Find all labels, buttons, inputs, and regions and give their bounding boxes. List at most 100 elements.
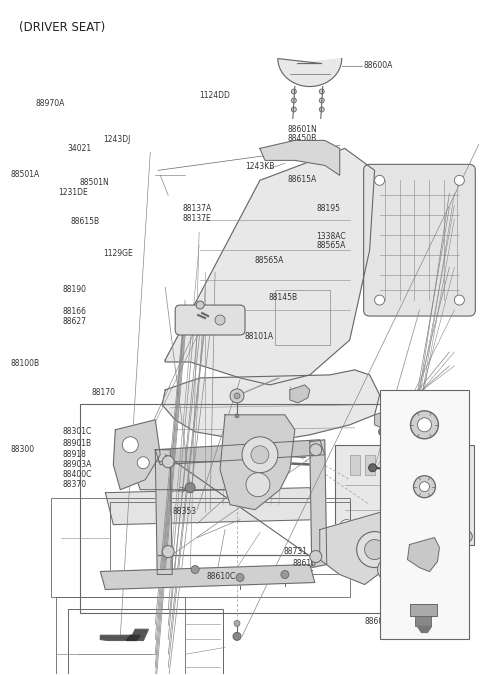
Circle shape [122,437,138,453]
Text: 88390N: 88390N [384,535,413,544]
Bar [110,502,350,574]
Text: 88166: 88166 [63,307,87,317]
Text: 1243KB: 1243KB [245,162,274,171]
Text: 88565A: 88565A [317,242,346,250]
Text: 88627: 88627 [63,317,87,326]
Circle shape [455,295,464,305]
Text: 88501N: 88501N [80,178,109,187]
Text: 1338AC: 1338AC [317,232,346,241]
Text: 88565A: 88565A [254,256,284,265]
Polygon shape [130,462,278,489]
Circle shape [281,570,289,578]
Circle shape [162,456,174,468]
Text: 88353: 88353 [173,507,197,516]
Text: 88190: 88190 [63,284,87,294]
Bar [416,616,432,626]
Circle shape [456,520,469,534]
Bar [69,610,223,675]
Bar [409,604,437,616]
Circle shape [233,632,241,641]
Circle shape [162,545,174,558]
Circle shape [291,89,296,94]
Bar [449,455,459,475]
Circle shape [374,176,384,186]
Text: 88301C: 88301C [63,427,92,436]
Polygon shape [320,510,405,585]
Bar [81,404,420,614]
Text: 88610: 88610 [293,559,317,568]
Text: 1124DD: 1124DD [199,91,230,100]
Polygon shape [155,450,172,574]
Circle shape [319,107,324,112]
Circle shape [418,418,432,432]
Text: 1338AB: 1338AB [383,390,412,400]
Polygon shape [106,488,318,524]
Text: 88970A: 88970A [36,99,65,107]
Circle shape [246,472,270,497]
Text: 1243DJ: 1243DJ [104,135,131,144]
Text: 88300: 88300 [10,445,35,454]
Circle shape [251,446,269,464]
Polygon shape [260,140,340,176]
Text: 1336AA: 1336AA [383,450,413,459]
Circle shape [230,389,244,403]
Polygon shape [162,370,380,440]
Circle shape [397,520,411,534]
Circle shape [310,443,322,456]
FancyBboxPatch shape [175,305,245,335]
Bar [424,455,434,475]
Text: 88601N: 88601N [288,125,318,134]
Circle shape [196,301,204,309]
Text: 88195: 88195 [317,204,341,213]
Circle shape [460,531,472,543]
Text: 88137A: 88137A [182,204,212,213]
Polygon shape [310,440,327,568]
Text: 88610C: 88610C [206,572,236,581]
Circle shape [455,176,464,186]
Text: 85854A: 85854A [383,513,412,522]
Polygon shape [290,385,310,403]
Circle shape [374,295,384,305]
Text: 88400C: 88400C [63,470,92,479]
Text: 88600A: 88600A [364,617,394,626]
Text: 88901B: 88901B [63,439,92,448]
Text: (DRIVER SEAT): (DRIVER SEAT) [19,21,105,34]
Circle shape [379,428,386,436]
Bar [380,390,469,639]
Polygon shape [113,420,160,489]
Circle shape [236,574,244,581]
Text: 88903A: 88903A [63,460,92,468]
Text: 88145B: 88145B [269,292,298,302]
Text: 88731: 88731 [283,547,307,556]
Polygon shape [220,415,295,510]
Circle shape [185,483,195,493]
Circle shape [234,393,240,399]
Circle shape [291,107,296,112]
Circle shape [340,520,354,534]
Circle shape [137,457,149,468]
Text: 34021: 34021 [68,144,92,153]
Bar [335,445,474,545]
Bar [395,455,405,475]
Text: 88615A: 88615A [288,175,317,184]
Circle shape [357,532,393,568]
Circle shape [319,98,324,103]
Circle shape [234,620,240,626]
Circle shape [378,558,402,581]
Circle shape [242,437,278,472]
Polygon shape [165,148,374,385]
Text: 1129GE: 1129GE [104,250,133,259]
Polygon shape [100,629,148,641]
Bar [50,497,350,597]
Circle shape [365,539,384,560]
Text: 1231DE: 1231DE [58,188,88,197]
Circle shape [420,482,430,491]
Text: 88918: 88918 [63,450,87,458]
Text: 88390Z: 88390Z [384,524,413,533]
Text: 88170: 88170 [92,388,116,397]
Bar [275,290,330,345]
Circle shape [191,566,199,574]
Text: 1140AA: 1140AA [383,575,413,584]
Circle shape [310,551,322,562]
Circle shape [369,464,377,472]
